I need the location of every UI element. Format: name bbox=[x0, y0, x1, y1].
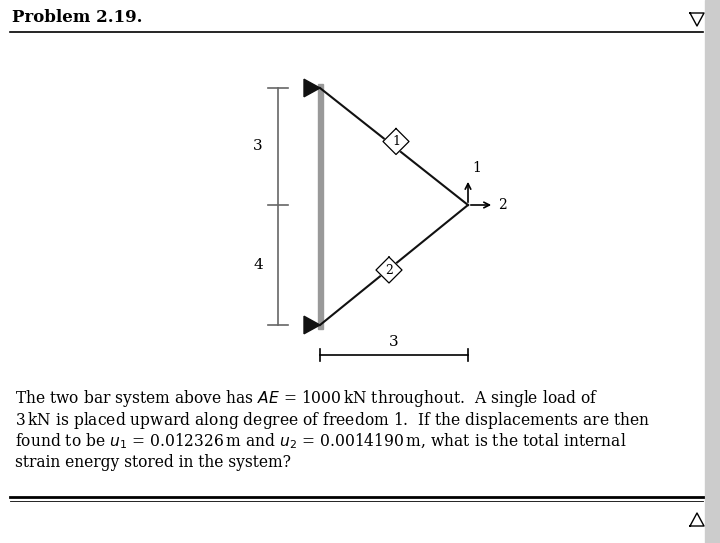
Polygon shape bbox=[304, 79, 320, 97]
Polygon shape bbox=[383, 129, 409, 155]
Text: Problem 2.19.: Problem 2.19. bbox=[12, 9, 143, 27]
Polygon shape bbox=[690, 13, 704, 26]
Text: 2: 2 bbox=[498, 198, 507, 212]
Text: 2: 2 bbox=[385, 263, 393, 276]
Text: 1: 1 bbox=[472, 161, 481, 175]
Text: 3$\,$kN is placed upward along degree of freedom 1.  If the displacements are th: 3$\,$kN is placed upward along degree of… bbox=[15, 410, 650, 431]
Text: strain energy stored in the system?: strain energy stored in the system? bbox=[15, 454, 291, 471]
Text: 4: 4 bbox=[253, 258, 263, 272]
Polygon shape bbox=[376, 257, 402, 283]
Text: 3: 3 bbox=[390, 335, 399, 349]
Polygon shape bbox=[304, 316, 320, 334]
Bar bbox=[318, 84, 323, 329]
Text: found to be $u_1$ = 0.012326$\,$m and $u_2$ = 0.0014190$\,$m, what is the total : found to be $u_1$ = 0.012326$\,$m and $u… bbox=[15, 432, 626, 451]
Text: The two bar system above has $AE$ = 1000$\,$kN throughout.  A single load of: The two bar system above has $AE$ = 1000… bbox=[15, 388, 598, 409]
Bar bbox=[705, 0, 720, 543]
Polygon shape bbox=[690, 513, 704, 526]
Text: 3: 3 bbox=[253, 140, 263, 154]
Text: 1: 1 bbox=[392, 135, 400, 148]
